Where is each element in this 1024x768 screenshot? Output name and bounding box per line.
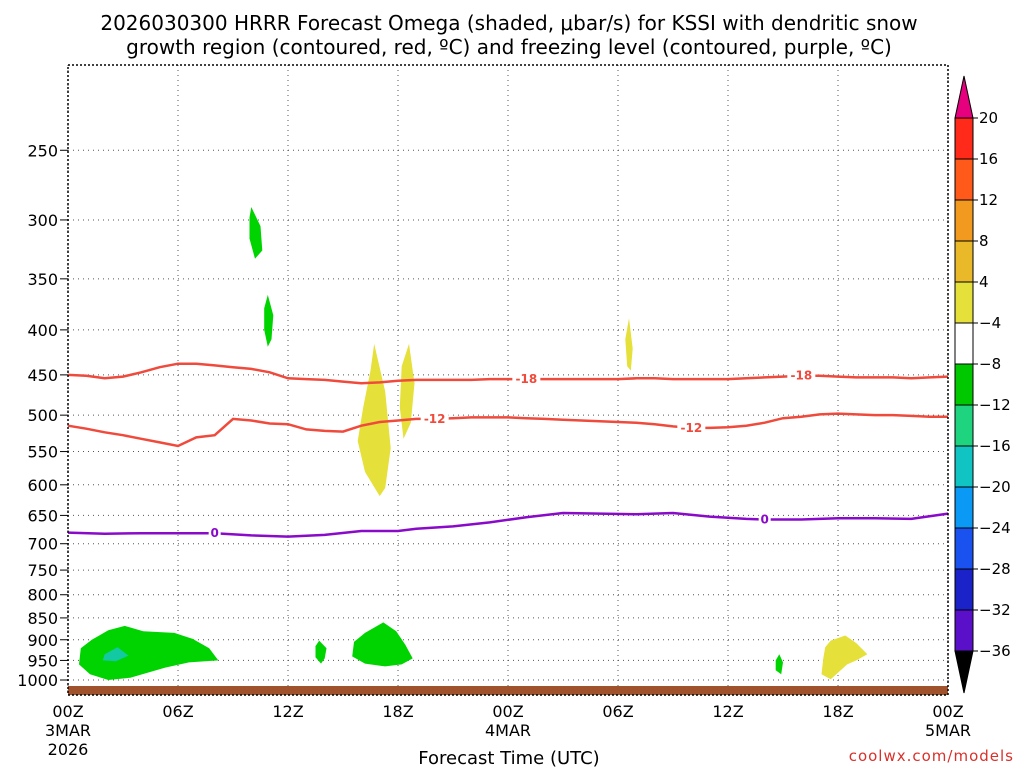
colorbar: 20 16 12 8 4 −4 −8 −12 −16 −20 −24 −28 −32 −36	[954, 75, 1011, 694]
contour-label: -12	[424, 412, 446, 426]
omega-region--8to-4	[352, 622, 413, 667]
y-tick-label: 450	[27, 366, 58, 385]
colorbar-label: −28	[979, 560, 1011, 578]
y-tick-label: 650	[27, 506, 58, 525]
contour-label: -18	[515, 372, 537, 386]
contour-label: 0	[760, 512, 768, 526]
chart-title-line-2: growth region (contoured, red, ºC) and f…	[126, 35, 892, 59]
plot-area: -18 -18 -12 -12 0 0	[67, 64, 949, 696]
x-tick-date: 4MAR	[485, 721, 531, 740]
omega-region-4to8	[821, 635, 868, 680]
omega-region--8to-4	[315, 640, 327, 664]
colorbar-label: −36	[979, 642, 1011, 660]
omega-region--8to-4	[775, 654, 783, 675]
y-tick-label: 550	[27, 443, 58, 462]
x-tick-label: 12Z	[712, 702, 743, 721]
x-tick-date: 5MAR	[925, 721, 971, 740]
colorbar-label: −20	[979, 478, 1011, 496]
colorbar-label: −12	[979, 396, 1011, 414]
colorbar-bin	[954, 568, 974, 611]
colorbar-label: −32	[979, 601, 1011, 619]
colorbar-bin	[954, 158, 974, 201]
omega-shading	[79, 207, 868, 680]
y-tick-label: 800	[27, 586, 58, 605]
colorbar-bin	[954, 281, 974, 324]
x-tick-label: 00Z	[932, 702, 963, 721]
y-tick-label: 900	[27, 631, 58, 650]
y-tick-label: 400	[27, 321, 58, 340]
contour-label: 0	[210, 526, 218, 540]
contour-line	[67, 412, 948, 448]
plot-frame	[67, 64, 949, 696]
y-tick-label: 500	[27, 406, 58, 425]
y-tick-label: 600	[27, 476, 58, 495]
y-axis-ticks: 250 300 350 400 450 500 550 600 650 700 750 800 850 9…	[17, 141, 68, 690]
colorbar-bin	[954, 486, 974, 529]
contour-label-bg	[787, 367, 816, 384]
y-tick-label: 250	[27, 141, 58, 160]
colorbar-label: 12	[979, 191, 998, 209]
x-tick-year: 2026	[48, 740, 89, 759]
omega-region--12to-8	[102, 647, 129, 662]
contour-label-bg	[512, 371, 541, 388]
x-tick-date: 3MAR	[45, 721, 91, 740]
contour-label-bg	[677, 419, 706, 436]
y-tick-label: 350	[27, 270, 58, 289]
y-tick-label: 750	[27, 561, 58, 580]
x-tick-label: 12Z	[272, 702, 303, 721]
x-axis-label: Forecast Time (UTC)	[418, 748, 599, 768]
contour-label-bg	[420, 410, 449, 427]
x-tick-label: 18Z	[822, 702, 853, 721]
colorbar-label: −8	[979, 355, 1001, 373]
contour-label-bg	[208, 525, 221, 542]
omega-region-4to8	[399, 343, 415, 439]
omega-region--8to-4	[79, 625, 219, 680]
y-tick-label: 300	[27, 211, 58, 230]
colorbar-bin	[954, 445, 974, 488]
x-tick-label: 06Z	[602, 702, 633, 721]
colorbar-bin	[954, 609, 974, 652]
credit-text: coolwx.com/models	[849, 747, 1014, 765]
contour-label: -12	[680, 421, 702, 435]
omega-region-4to8	[625, 318, 633, 371]
x-tick-label: 00Z	[52, 702, 83, 721]
isotherm-contours: -18 -18 -12 -12 0 0	[67, 362, 949, 542]
colorbar-bin	[954, 117, 974, 160]
x-tick-label: 18Z	[382, 702, 413, 721]
omega-region--8to-4	[264, 294, 274, 347]
y-tick-label: 950	[27, 651, 58, 670]
colorbar-label: 20	[979, 109, 998, 127]
chart-title-line-1: 2026030300 HRRR Forecast Omega (shaded, …	[100, 11, 917, 35]
colorbar-bin	[954, 199, 974, 242]
colorbar-bin	[954, 363, 974, 406]
colorbar-label: 16	[979, 150, 998, 168]
y-tick-label: 1000	[17, 671, 58, 690]
colorbar-bin	[954, 240, 974, 283]
colorbar-bin	[954, 404, 974, 447]
omega-region--8to-4	[249, 207, 263, 259]
y-tick-label: 850	[27, 609, 58, 628]
colorbar-label: 8	[979, 232, 989, 250]
colorbar-bin	[954, 527, 974, 570]
colorbar-label: −24	[979, 519, 1011, 537]
contour-line	[67, 511, 949, 538]
x-tick-label: 06Z	[162, 702, 193, 721]
x-tick-label: 00Z	[492, 702, 523, 721]
colorbar-label: 4	[979, 273, 989, 291]
colorbar-bottom-triangle	[954, 650, 974, 694]
contour-label: -18	[790, 369, 812, 383]
colorbar-label: −4	[979, 314, 1001, 332]
y-tick-label: 700	[27, 535, 58, 554]
colorbar-top-triangle	[954, 75, 974, 119]
contour-label-bg	[758, 511, 771, 528]
colorbar-bin	[954, 322, 974, 365]
ground-strip	[68, 686, 948, 695]
colorbar-label: −16	[979, 437, 1011, 455]
